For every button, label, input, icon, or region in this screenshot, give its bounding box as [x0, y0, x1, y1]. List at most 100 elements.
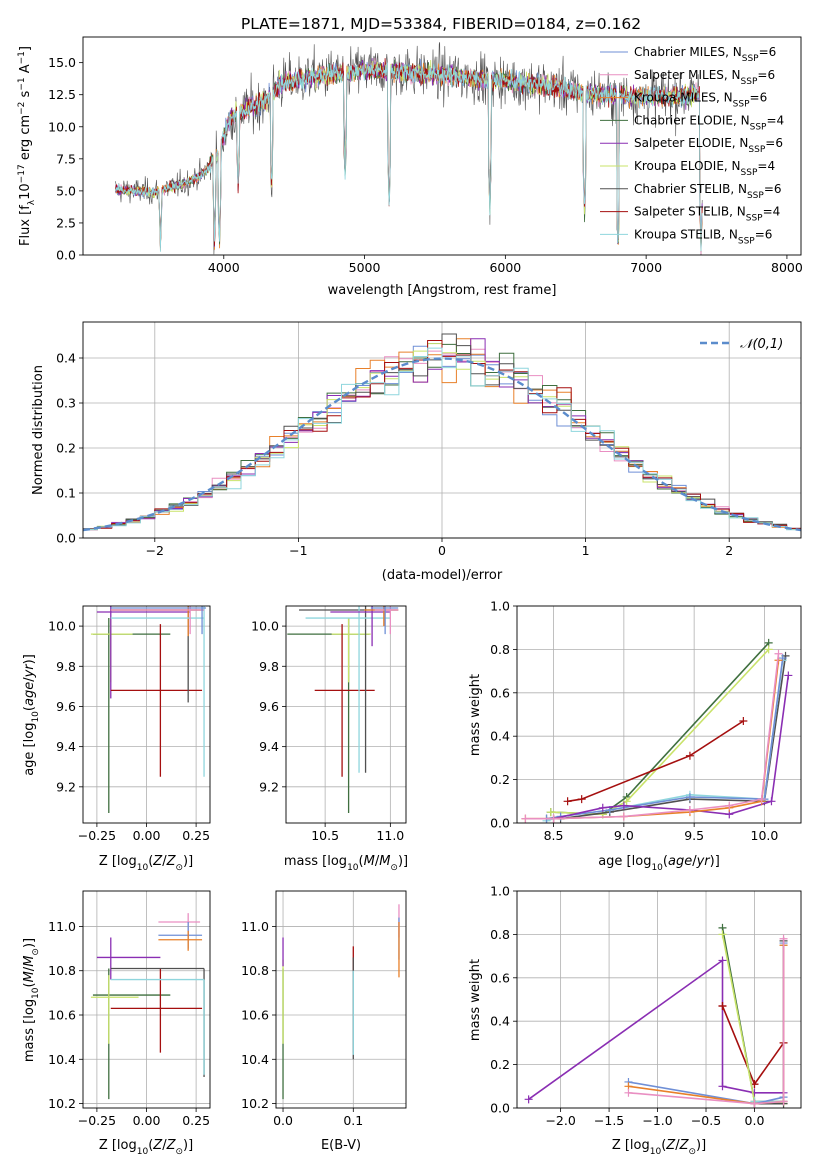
axes-frame [82, 36, 802, 256]
weight-marker [767, 797, 776, 806]
y-tick-label: 9.4 [56, 739, 76, 754]
y-tick-label: 15.0 [48, 55, 76, 70]
y-tick-label: 10.8 [241, 963, 269, 978]
weight-marker [685, 751, 694, 760]
weight-line [546, 657, 784, 820]
axes-age-vs-Z: −0.25 0.00 0.25 9.2 9.4 9.6 9.8 10.0 Z [log10(Z/… [22, 605, 211, 873]
legend-entry: Chabrier MILES, NSSP=6 [634, 45, 776, 64]
weight-line [528, 958, 784, 1100]
x-tick-label: 4000 [208, 260, 240, 275]
y-tick-label: 0.0 [490, 816, 510, 831]
axes-frame [516, 890, 802, 1109]
y-tick-label: 11.0 [241, 919, 269, 934]
y-tick-label: 0.2 [56, 441, 76, 456]
x-tick-label: 1 [582, 543, 590, 558]
weight-marker [750, 1088, 759, 1097]
y-tick-label: 12.5 [48, 87, 76, 102]
weight-marker [764, 645, 773, 654]
y-tick-label: 0.4 [490, 729, 510, 744]
y-axis-label: mass [log10(M/M⊙)] [22, 938, 41, 1062]
axes-age-vs-mass: 10.5 11.0 9.2 9.4 9.6 9.8 10.0 mass [log10(M/M⊙… [251, 605, 408, 873]
legend-entry: Kroupa MILES, NSSP=6 [634, 91, 767, 110]
x-axis-label: Z [log10(Z/Z⊙)] [612, 1138, 706, 1157]
x-tick-label: 0.00 [133, 828, 161, 843]
weight-marker [718, 1082, 727, 1091]
weight-marker [718, 930, 727, 939]
legend-entry: Chabrier ELODIE, NSSP=4 [634, 113, 784, 132]
spectrum-title: PLATE=1871, MJD=53384, FIBERID=0184, z=0… [241, 15, 641, 33]
x-tick-label: 0.1 [343, 1113, 363, 1128]
weight-marker [549, 814, 558, 823]
weight-marker [685, 805, 694, 814]
y-axis-label: mass weight [468, 674, 483, 756]
x-tick-label: 7000 [630, 260, 662, 275]
plot-area [521, 638, 793, 823]
y-tick-label: 0.6 [490, 970, 510, 985]
y-tick-label: 0.4 [490, 1014, 510, 1029]
y-tick-label: 10.6 [48, 1008, 76, 1023]
x-tick-label: 0.00 [133, 1113, 161, 1128]
weight-marker [757, 795, 766, 804]
weight-line [525, 660, 780, 820]
axes-weight-vs-Z: −2.0 −1.5 −1.0 −0.5 0.0 0.0 0.2 0.4 0.6 0.8 1.0 Z [… [468, 884, 802, 1157]
y-tick-label: 9.6 [259, 699, 279, 714]
y-tick-label: 0.8 [490, 927, 510, 942]
y-tick-label: 10.4 [241, 1052, 269, 1067]
plot-area [524, 923, 788, 1108]
axes-frame [516, 605, 802, 824]
y-tick-label: 0.4 [56, 351, 76, 366]
y-tick-label: 0.2 [490, 772, 510, 787]
x-tick-label: −1.5 [594, 1113, 624, 1128]
x-tick-label: 0.0 [273, 1113, 293, 1128]
weight-marker [778, 654, 787, 663]
y-tick-label: 1.0 [490, 884, 510, 899]
axes-weight-vs-age: 8.5 9.0 9.5 10.0 0.0 0.2 0.4 0.6 0.8 1.0 age [log1… [468, 599, 802, 873]
x-tick-label: −2 [146, 543, 164, 558]
legend-entry: Salpeter STELIB, NSSP=4 [634, 205, 780, 224]
y-tick-label: 0.2 [490, 1057, 510, 1072]
y-tick-label: 9.8 [56, 659, 76, 674]
y-axis-label: Flux [fλ10−17 erg cm−2 s−1 A−1] [17, 46, 37, 246]
weight-marker [546, 808, 555, 817]
y-tick-label: 0.6 [490, 685, 510, 700]
plot-area [90, 606, 207, 813]
y-tick-label: 10.6 [241, 1008, 269, 1023]
y-axis-label: Normed distribution [31, 365, 46, 495]
weight-line [567, 720, 744, 803]
weight-line [721, 927, 784, 1103]
x-tick-label: 11.0 [376, 828, 404, 843]
y-tick-label: 10.8 [48, 963, 76, 978]
weight-marker [784, 671, 793, 680]
weight-line [550, 642, 770, 816]
weight-marker [750, 1099, 759, 1108]
axes-residuals: −2 −1 0 1 2 0.0 0.1 0.2 0.3 0.4 (data-model)/error… [31, 321, 802, 583]
weight-line [553, 675, 790, 820]
x-axis-label: Z [log10(Z/Z⊙)] [99, 1138, 193, 1157]
x-tick-label: 2 [725, 543, 733, 558]
weight-line [628, 938, 785, 1105]
y-tick-label: 9.4 [259, 739, 279, 754]
legend-entry: Kroupa STELIB, NSSP=6 [634, 227, 772, 246]
x-tick-label: 10.5 [311, 828, 339, 843]
legend-entry: Kroupa ELODIE, NSSP=4 [634, 159, 775, 178]
weight-marker [619, 812, 628, 821]
x-tick-label: −0.25 [78, 828, 116, 843]
x-tick-label: 0.0 [745, 1113, 765, 1128]
plot-area [90, 913, 205, 1100]
plot-area [115, 42, 703, 255]
weight-marker [718, 1002, 727, 1011]
x-tick-label: 9.0 [614, 828, 634, 843]
histogram-series [83, 347, 801, 533]
x-tick-label: 9.5 [684, 828, 704, 843]
weight-marker [622, 797, 631, 806]
x-tick-label: −1.0 [642, 1113, 672, 1128]
weight-marker [619, 801, 628, 810]
y-tick-label: 9.6 [56, 699, 76, 714]
x-tick-label: 10.0 [751, 828, 779, 843]
plot-area [282, 904, 400, 1100]
weight-marker [779, 1097, 788, 1106]
x-axis-label: age [log10(age/yr)] [598, 854, 720, 873]
weight-line [721, 1005, 785, 1086]
x-tick-label: 8000 [771, 260, 803, 275]
